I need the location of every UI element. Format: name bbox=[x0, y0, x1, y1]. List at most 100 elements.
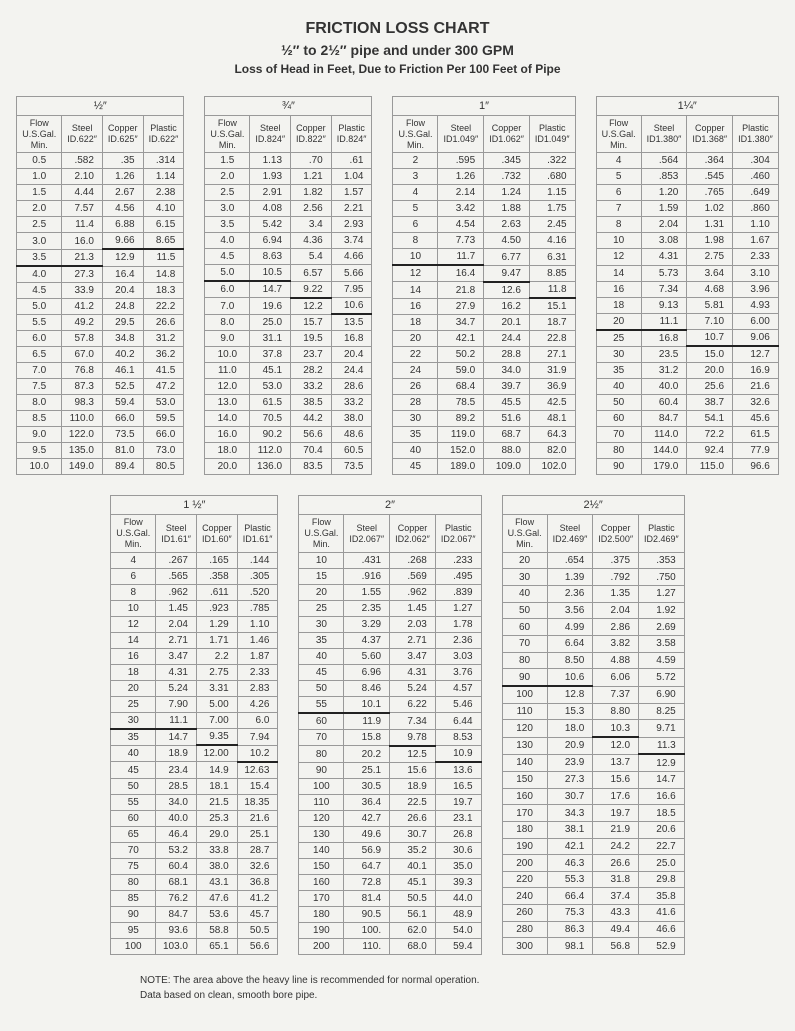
data-row: 22055.331.829.8 bbox=[502, 871, 684, 888]
data-cell: 2.14 bbox=[438, 185, 484, 201]
data-cell: .654 bbox=[547, 552, 593, 569]
data-cell: 3.64 bbox=[687, 265, 733, 281]
data-cell: 40.2 bbox=[102, 347, 143, 363]
data-cell: 95 bbox=[111, 923, 156, 939]
note2: Data based on clean, smooth bore pipe. bbox=[140, 990, 775, 1001]
data-cell: 56.8 bbox=[593, 938, 639, 955]
data-row: 6.567.040.236.2 bbox=[17, 347, 184, 363]
data-cell: 18.9 bbox=[390, 779, 436, 795]
data-cell: 9.5 bbox=[17, 443, 62, 459]
data-cell: 20.4 bbox=[102, 283, 143, 299]
data-row: 4018.912.0010.2 bbox=[111, 745, 278, 762]
data-row: 7560.438.032.6 bbox=[111, 859, 278, 875]
data-cell: 53.0 bbox=[143, 395, 184, 411]
data-cell: 28 bbox=[393, 395, 438, 411]
data-cell: 26.6 bbox=[390, 811, 436, 827]
data-row: 103.081.981.67 bbox=[596, 233, 778, 249]
data-cell: 96.6 bbox=[733, 459, 779, 475]
data-cell: 49.2 bbox=[62, 315, 103, 331]
data-cell: 7.57 bbox=[62, 201, 103, 217]
data-row: 10.0149.089.480.5 bbox=[17, 459, 184, 475]
data-cell: 27.3 bbox=[62, 266, 103, 283]
data-cell: 80 bbox=[111, 875, 156, 891]
data-cell: 36.8 bbox=[237, 875, 278, 891]
data-row: 5060.438.732.6 bbox=[596, 395, 778, 411]
data-cell: 3.03 bbox=[435, 648, 481, 664]
data-cell: 45.1 bbox=[390, 875, 436, 891]
data-cell: 38.0 bbox=[331, 411, 372, 427]
data-row: 10.431.268.233 bbox=[299, 552, 481, 568]
data-cell: 3.47 bbox=[156, 648, 197, 664]
data-cell: 35 bbox=[596, 363, 641, 379]
data-cell: 1.78 bbox=[435, 616, 481, 632]
data-cell: .962 bbox=[390, 584, 436, 600]
data-cell: 2.38 bbox=[143, 185, 184, 201]
data-row: 3089.251.648.1 bbox=[393, 411, 575, 427]
data-cell: 56.6 bbox=[291, 427, 332, 443]
data-row: 4.58.635.44.66 bbox=[205, 249, 372, 265]
data-row: 1421.812.611.8 bbox=[393, 282, 575, 299]
data-cell: 140 bbox=[502, 754, 547, 771]
data-row: 28086.349.446.6 bbox=[502, 921, 684, 938]
data-cell: 19.7 bbox=[435, 795, 481, 811]
data-cell: 1.71 bbox=[196, 632, 237, 648]
data-row: 13.061.538.533.2 bbox=[205, 395, 372, 411]
data-cell: .305 bbox=[237, 568, 278, 584]
data-cell: 7.73 bbox=[438, 233, 484, 249]
data-cell: 1.59 bbox=[641, 201, 687, 217]
data-row: 1.51.13.70.61 bbox=[205, 153, 372, 169]
data-cell: 4 bbox=[393, 185, 438, 201]
data-cell: .460 bbox=[733, 169, 779, 185]
data-cell: 36.2 bbox=[143, 347, 184, 363]
data-cell: 100 bbox=[502, 686, 547, 703]
data-cell: 75 bbox=[111, 859, 156, 875]
data-cell: 41.5 bbox=[143, 363, 184, 379]
data-cell: 22.7 bbox=[639, 838, 685, 855]
data-row: 5534.021.518.35 bbox=[111, 795, 278, 811]
data-cell: 4.88 bbox=[593, 652, 639, 669]
data-cell: 38.1 bbox=[547, 821, 593, 838]
data-cell: 38.7 bbox=[687, 395, 733, 411]
data-cell: 9.13 bbox=[641, 297, 687, 313]
data-row: 190100.62.054.0 bbox=[299, 923, 481, 939]
data-cell: 84.7 bbox=[641, 411, 687, 427]
data-cell: 100 bbox=[299, 779, 344, 795]
data-cell: 12.5 bbox=[390, 746, 436, 763]
data-cell: 34.3 bbox=[547, 805, 593, 822]
data-cell: 16.2 bbox=[484, 298, 530, 315]
table-caption: 1¼″ bbox=[596, 96, 779, 115]
data-cell: 40 bbox=[299, 648, 344, 664]
data-row: 5510.16.225.46 bbox=[299, 696, 481, 713]
data-cell: .268 bbox=[390, 552, 436, 568]
data-row: 20046.326.625.0 bbox=[502, 855, 684, 872]
data-cell: 7.34 bbox=[390, 713, 436, 730]
note1: NOTE: The area above the heavy line is r… bbox=[140, 975, 775, 986]
data-cell: 12.63 bbox=[237, 762, 278, 779]
data-cell: 25.1 bbox=[237, 827, 278, 843]
data-cell: 5.66 bbox=[331, 265, 372, 282]
data-row: 405.603.473.03 bbox=[299, 648, 481, 664]
data-cell: 110 bbox=[502, 703, 547, 720]
data-cell: 54.1 bbox=[687, 411, 733, 427]
data-cell: 3.0 bbox=[17, 233, 62, 250]
data-cell: 2.04 bbox=[156, 616, 197, 632]
data-cell: 2.5 bbox=[205, 185, 250, 201]
data-row: 8.962.611.520 bbox=[111, 584, 278, 600]
data-row: 1.02.101.261.14 bbox=[17, 169, 184, 185]
data-cell: 3.4 bbox=[291, 217, 332, 233]
data-row: 9.5135.081.073.0 bbox=[17, 443, 184, 459]
table-caption: 1 ½″ bbox=[110, 495, 278, 514]
data-cell: 4.93 bbox=[733, 297, 779, 313]
subtitle: ½″ to 2½″ pipe and under 300 GPM bbox=[20, 42, 775, 58]
data-row: 1216.49.478.85 bbox=[393, 265, 575, 282]
data-cell: 2.56 bbox=[291, 201, 332, 217]
data-row: 508.465.244.57 bbox=[299, 680, 481, 696]
data-cell: 1.20 bbox=[641, 185, 687, 201]
data-cell: 90 bbox=[299, 762, 344, 779]
data-cell: 43.1 bbox=[196, 875, 237, 891]
data-row: 15027.315.614.7 bbox=[502, 771, 684, 788]
data-cell: 60 bbox=[299, 713, 344, 730]
data-row: 9.031.119.516.8 bbox=[205, 331, 372, 347]
data-cell: 0.5 bbox=[17, 153, 62, 169]
data-row: 3.521.312.911.5 bbox=[17, 249, 184, 266]
